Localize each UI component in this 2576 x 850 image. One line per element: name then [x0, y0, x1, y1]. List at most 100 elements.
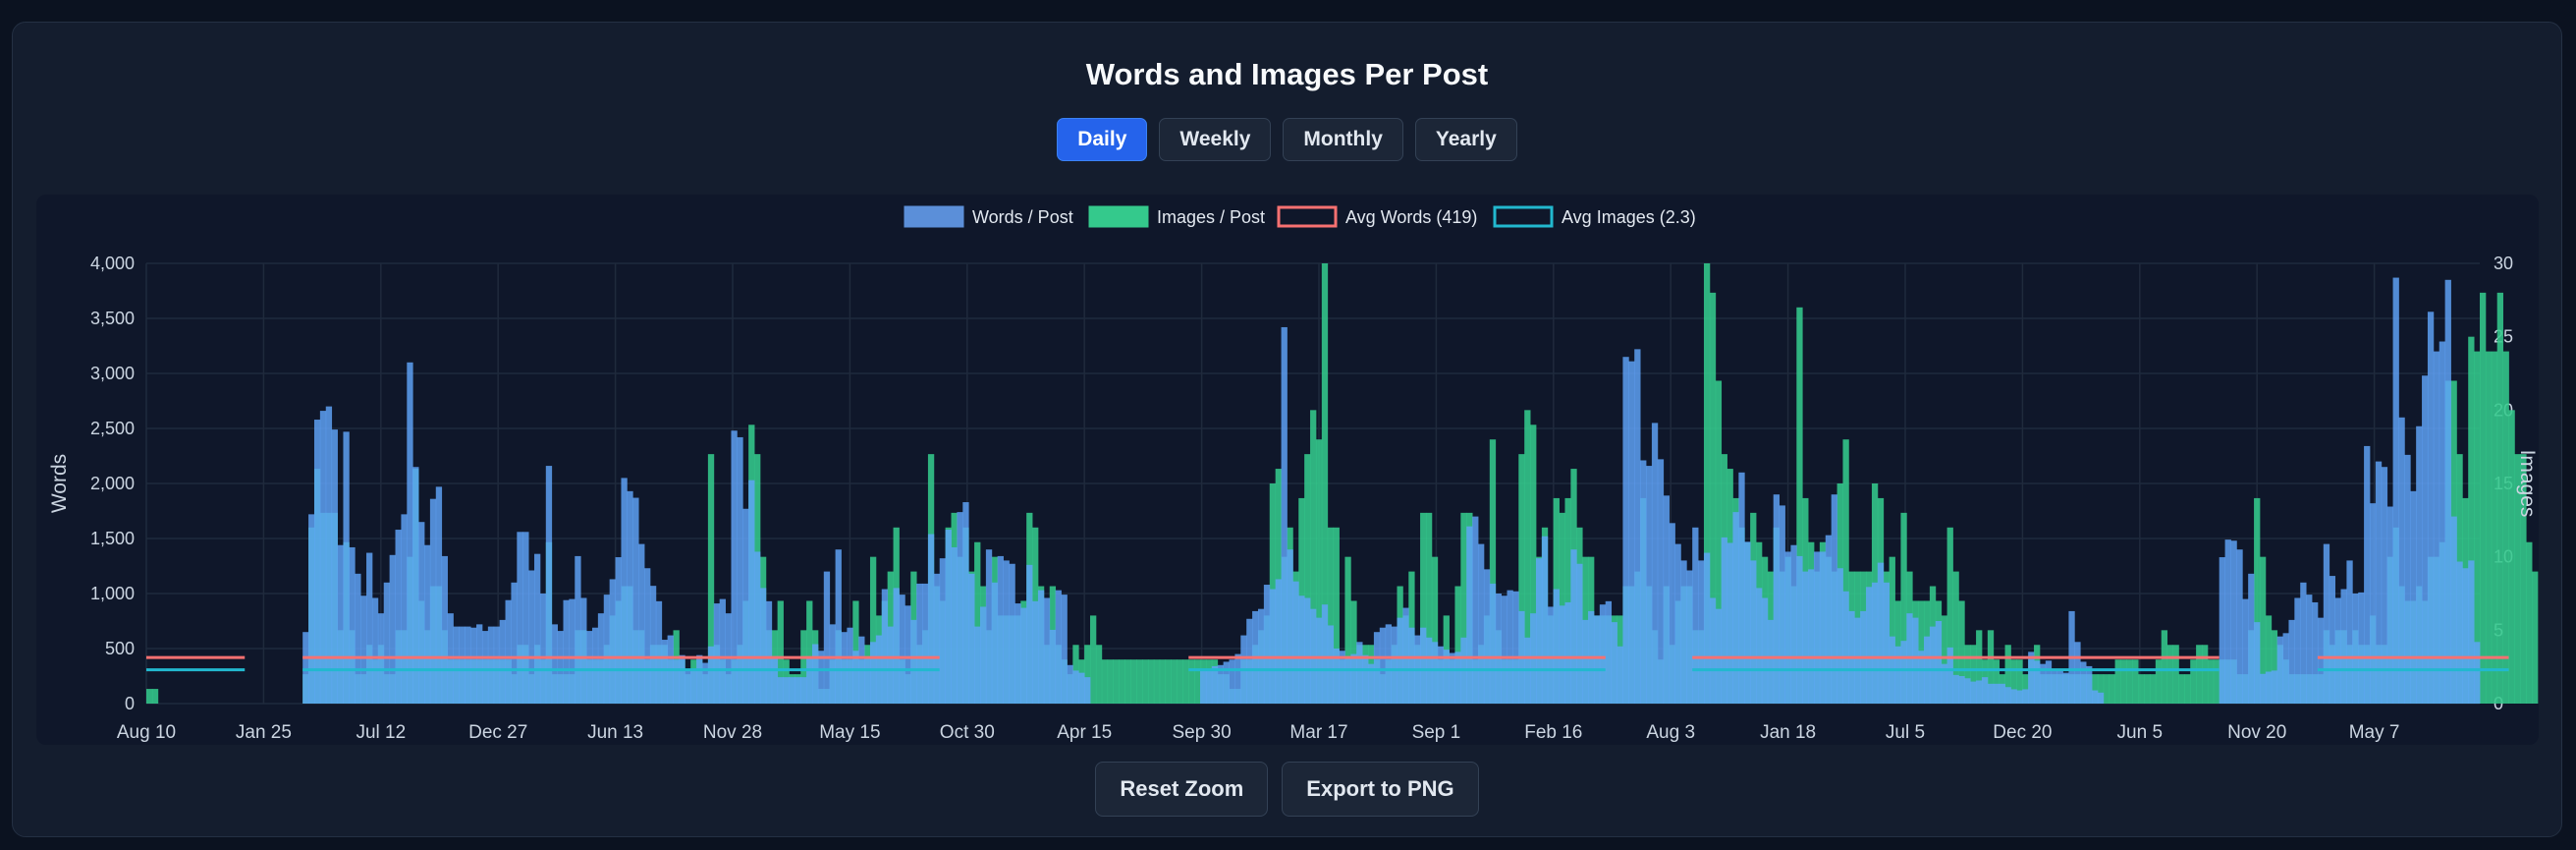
words-bar[interactable] — [765, 600, 773, 704]
words-bar[interactable] — [2312, 601, 2319, 704]
images-bar[interactable] — [146, 689, 153, 704]
words-bar[interactable] — [701, 662, 709, 704]
images-bar[interactable] — [2508, 410, 2515, 704]
words-bar[interactable] — [1559, 605, 1565, 704]
words-bar[interactable] — [1501, 595, 1507, 704]
images-bar[interactable] — [1177, 659, 1183, 704]
words-bar[interactable] — [1605, 600, 1613, 704]
words-bar[interactable] — [1443, 650, 1450, 704]
images-bar[interactable] — [1900, 512, 1907, 704]
words-bar[interactable] — [389, 554, 396, 704]
images-bar[interactable] — [974, 541, 981, 704]
weekly-button[interactable]: Weekly — [1159, 118, 1272, 161]
images-bar[interactable] — [2178, 674, 2185, 704]
images-bar[interactable] — [1084, 645, 1091, 704]
words-bar[interactable] — [1211, 665, 1219, 704]
words-bar[interactable] — [1871, 582, 1879, 704]
images-bar[interactable] — [2491, 351, 2498, 704]
words-bar[interactable] — [673, 659, 680, 704]
words-bar[interactable] — [1941, 663, 1947, 704]
words-bar[interactable] — [927, 534, 935, 704]
words-bar[interactable] — [968, 573, 975, 704]
words-bar[interactable] — [2254, 622, 2261, 704]
words-bar[interactable] — [1489, 583, 1497, 704]
words-bar[interactable] — [545, 466, 553, 704]
images-bar[interactable] — [2114, 659, 2121, 704]
words-bar[interactable] — [1026, 564, 1033, 704]
words-bar[interactable] — [737, 436, 743, 704]
images-bar[interactable] — [806, 600, 813, 704]
words-bar[interactable] — [2369, 503, 2377, 704]
words-bar[interactable] — [1964, 678, 1971, 704]
words-bar[interactable] — [366, 552, 373, 704]
images-bar[interactable] — [2091, 674, 2099, 704]
words-bar[interactable] — [1067, 664, 1073, 704]
images-bar[interactable] — [2161, 630, 2168, 704]
words-bar[interactable] — [1356, 642, 1363, 704]
images-bar[interactable] — [2166, 645, 2173, 704]
words-bar[interactable] — [644, 568, 651, 704]
words-bar[interactable] — [493, 626, 501, 704]
words-bar[interactable] — [1634, 349, 1641, 704]
words-bar[interactable] — [2392, 277, 2399, 704]
words-bar[interactable] — [569, 598, 575, 704]
words-bar[interactable] — [1709, 597, 1717, 704]
words-bar[interactable] — [557, 631, 564, 704]
images-bar[interactable] — [1703, 263, 1711, 704]
words-bar[interactable] — [806, 656, 813, 704]
words-bar[interactable] — [1037, 590, 1045, 704]
words-bar[interactable] — [795, 677, 801, 704]
words-bar[interactable] — [2022, 689, 2029, 704]
words-bar[interactable] — [1726, 542, 1733, 704]
words-bar[interactable] — [679, 654, 685, 704]
images-bar[interactable] — [1964, 645, 1971, 704]
words-bar[interactable] — [1246, 618, 1253, 704]
images-bar[interactable] — [2202, 645, 2209, 704]
words-bar[interactable] — [325, 406, 333, 704]
words-bar[interactable] — [2045, 660, 2053, 704]
words-bar[interactable] — [1674, 543, 1681, 704]
words-bar[interactable] — [1970, 681, 1977, 704]
words-bar[interactable] — [360, 595, 367, 704]
words-bar[interactable] — [1640, 460, 1647, 704]
words-bar[interactable] — [1061, 595, 1068, 704]
words-bar[interactable] — [1333, 649, 1340, 704]
words-bar[interactable] — [1200, 670, 1207, 704]
words-bar[interactable] — [418, 522, 425, 704]
words-bar[interactable] — [1993, 683, 2001, 704]
words-bar[interactable] — [957, 512, 963, 704]
images-bar[interactable] — [1194, 659, 1201, 704]
images-bar[interactable] — [1489, 439, 1497, 704]
words-bar[interactable] — [1541, 536, 1549, 704]
words-bar[interactable] — [823, 571, 831, 704]
words-bar[interactable] — [1987, 683, 1995, 704]
words-bar[interactable] — [2468, 560, 2475, 704]
words-bar[interactable] — [1344, 655, 1351, 704]
images-bar[interactable] — [2184, 674, 2191, 704]
words-bar[interactable] — [1315, 617, 1323, 704]
images-bar[interactable] — [777, 600, 784, 704]
words-bar[interactable] — [2056, 670, 2063, 704]
images-bar[interactable] — [1304, 454, 1311, 704]
words-bar[interactable] — [1339, 651, 1345, 704]
images-bar[interactable] — [1142, 659, 1149, 704]
images-bar[interactable] — [2126, 659, 2133, 704]
daily-button[interactable]: Daily — [1057, 118, 1148, 161]
words-bar[interactable] — [1721, 537, 1727, 704]
words-bar[interactable] — [1952, 674, 1959, 704]
words-bar[interactable] — [1744, 541, 1751, 704]
images-bar[interactable] — [1344, 556, 1351, 704]
words-bar[interactable] — [465, 626, 471, 704]
images-bar[interactable] — [1941, 615, 1947, 704]
words-bar[interactable] — [1379, 627, 1387, 704]
words-bar[interactable] — [1547, 606, 1555, 704]
words-bar[interactable] — [1269, 589, 1277, 704]
words-bar[interactable] — [2381, 467, 2388, 704]
words-bar[interactable] — [899, 595, 905, 704]
images-bar[interactable] — [2254, 497, 2261, 704]
words-bar[interactable] — [655, 600, 663, 704]
words-bar[interactable] — [2433, 351, 2440, 704]
words-bar[interactable] — [1420, 627, 1427, 704]
words-bar[interactable] — [812, 644, 819, 704]
words-bar[interactable] — [2317, 617, 2325, 704]
